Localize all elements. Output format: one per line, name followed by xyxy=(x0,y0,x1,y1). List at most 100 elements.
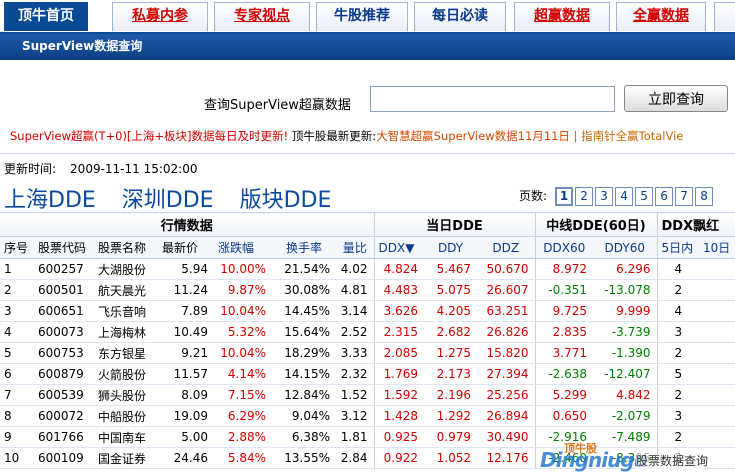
col-volume-ratio-cell: 1.81 xyxy=(336,426,375,448)
link-sector-dde[interactable]: 版块DDE xyxy=(239,188,332,213)
search-input[interactable] xyxy=(370,86,615,112)
col-turnover-cell: 21.54% xyxy=(272,258,336,280)
col-5day-header[interactable]: 5日内 xyxy=(656,236,700,259)
col-change-header[interactable]: 涨跌幅 xyxy=(214,236,272,259)
tab-daily-read[interactable]: 每日必读 xyxy=(414,2,506,31)
col-change-cell: 6.29% xyxy=(214,405,272,427)
table-group-header: 行情数据 当日DDE 中线DDE(60日) DDX飘红 xyxy=(0,212,735,237)
col-code-cell[interactable]: 601766 xyxy=(34,426,94,448)
col-ddx60-cell: 8.972 xyxy=(534,258,594,280)
col-name-cell[interactable]: 上海梅林 xyxy=(94,321,158,343)
page-6-button[interactable]: 6 xyxy=(655,187,674,206)
col-ddx60-cell: 3.771 xyxy=(534,342,594,364)
watermark-top: 顶牛股 xyxy=(564,442,597,455)
tab-home[interactable]: 顶牛首页 xyxy=(4,2,88,31)
col-name-cell[interactable]: 火箭股份 xyxy=(94,363,158,385)
table-row[interactable]: 8 600072 中船股份 19.09 6.29% 9.04% 3.12 1.428 1.292… xyxy=(0,405,735,427)
col-ddx60-cell: 9.725 xyxy=(534,300,594,322)
col-10day-cell xyxy=(699,258,735,280)
col-ddy-cell: 5.075 xyxy=(424,279,478,301)
col-name-cell[interactable]: 中船股份 xyxy=(94,405,158,427)
page-7-button[interactable]: 7 xyxy=(675,187,694,206)
col-ddx60-cell: 5.299 xyxy=(534,384,594,406)
table-row[interactable]: 2 600501 航天晨光 11.24 9.87% 30.08% 4.81 4.483 5.07… xyxy=(0,279,735,301)
col-ddy60-header[interactable]: DDY60 xyxy=(593,236,658,259)
col-name-cell[interactable]: 航天晨光 xyxy=(94,279,158,301)
page-5-button[interactable]: 5 xyxy=(635,187,654,206)
link-shenzhen-dde[interactable]: 深圳DDE xyxy=(121,188,214,213)
page-2-button[interactable]: 2 xyxy=(575,187,594,206)
table-row[interactable]: 9 601766 中国南车 5.00 2.88% 6.38% 1.81 0.925 0.979 3… xyxy=(0,426,735,448)
col-ddz-header[interactable]: DDZ xyxy=(477,236,536,259)
news-totalview-link[interactable]: | 指南针全赢TotalVie xyxy=(573,129,684,143)
col-change-cell: 10.00% xyxy=(214,258,272,280)
news-dzh-link[interactable]: 大智慧超赢SuperView数据11月11日 xyxy=(376,129,570,143)
col-change-cell: 5.84% xyxy=(214,447,272,469)
col-code-cell[interactable]: 600879 xyxy=(34,363,94,385)
tab-superview-data[interactable]: 超赢数据 xyxy=(514,2,610,31)
table-row[interactable]: 3 600651 飞乐音响 7.89 10.04% 14.45% 3.14 3.626 4.20… xyxy=(0,300,735,322)
col-price-header[interactable]: 最新价 xyxy=(158,236,214,259)
tab-totalview-data[interactable]: 全赢数据 xyxy=(616,2,706,31)
col-5day-cell: 2 xyxy=(656,384,700,406)
col-code-cell[interactable]: 600539 xyxy=(34,384,94,406)
page-8-button[interactable]: 8 xyxy=(695,187,714,206)
search-button[interactable]: 立即查询 xyxy=(624,85,728,112)
table-row[interactable]: 5 600753 东方银星 9.21 10.04% 18.29% 3.33 2.085 1.27… xyxy=(0,342,735,364)
col-ddx-cell: 1.428 xyxy=(373,405,425,427)
page-1-button[interactable]: 1 xyxy=(555,187,574,206)
col-name-cell[interactable]: 大湖股份 xyxy=(94,258,158,280)
col-index-cell: 7 xyxy=(0,384,34,406)
col-10day-cell xyxy=(699,363,735,385)
col-turnover-header[interactable]: 换手率 xyxy=(272,236,336,259)
col-code-cell[interactable]: 600651 xyxy=(34,300,94,322)
col-name-cell[interactable]: 狮头股份 xyxy=(94,384,158,406)
col-ddy60-cell: -13.078 xyxy=(593,279,658,301)
col-code-cell[interactable]: 600072 xyxy=(34,405,94,427)
col-name-cell[interactable]: 国金证券 xyxy=(94,447,158,469)
col-turnover-cell: 14.45% xyxy=(272,300,336,322)
col-turnover-cell: 18.29% xyxy=(272,342,336,364)
col-10day-header[interactable]: 10日 xyxy=(699,236,735,259)
col-code-cell[interactable]: 600753 xyxy=(34,342,94,364)
col-ddx-cell: 4.824 xyxy=(373,258,425,280)
table-row[interactable]: 4 600073 上海梅林 10.49 5.32% 15.64% 2.52 2.315 2.68… xyxy=(0,321,735,343)
col-5day-cell: 5 xyxy=(656,363,700,385)
col-volume-ratio-cell: 3.14 xyxy=(336,300,375,322)
divider xyxy=(0,153,735,154)
page-3-button[interactable]: 3 xyxy=(595,187,614,206)
col-index-cell: 3 xyxy=(0,300,34,322)
col-ddy-header[interactable]: DDY xyxy=(424,236,478,259)
search-label: 查询SuperView超赢数据 xyxy=(204,98,351,113)
col-name-cell[interactable]: 飞乐音响 xyxy=(94,300,158,322)
dde-table: 行情数据 当日DDE 中线DDE(60日) DDX飘红 序号 股票代码 股票名称 最新… xyxy=(0,212,735,469)
col-ddx60-header[interactable]: DDX60 xyxy=(534,236,594,259)
page-4-button[interactable]: 4 xyxy=(615,187,634,206)
col-name-cell[interactable]: 东方银星 xyxy=(94,342,158,364)
col-code-cell[interactable]: 600109 xyxy=(34,447,94,469)
col-ddy-cell: 4.205 xyxy=(424,300,478,322)
col-ddx-cell: 2.085 xyxy=(373,342,425,364)
tab-private-fund[interactable]: 私募内参 xyxy=(112,2,208,31)
tab-expert-view[interactable]: 专家视点 xyxy=(214,2,310,31)
col-name-cell[interactable]: 中国南车 xyxy=(94,426,158,448)
col-ddy60-cell: 9.999 xyxy=(593,300,658,322)
dde-market-links: 上海DDE 深圳DDE 版块DDE xyxy=(4,182,357,214)
tab-more[interactable] xyxy=(714,2,735,31)
col-code-cell[interactable]: 600501 xyxy=(34,279,94,301)
col-ddy60-cell: 6.296 xyxy=(593,258,658,280)
col-ddx-header[interactable]: DDX▼ xyxy=(373,236,425,259)
tab-stock-picks[interactable]: 牛股推荐 xyxy=(316,2,408,31)
col-change-cell: 7.15% xyxy=(214,384,272,406)
table-row[interactable]: 1 600257 大湖股份 5.94 10.00% 21.54% 4.02 4.824 5.46… xyxy=(0,258,735,280)
news-superview-link[interactable]: SuperView超赢(T+0)[上海+板块]数据每日及时更新! xyxy=(10,129,289,143)
col-code-cell[interactable]: 600257 xyxy=(34,258,94,280)
col-index-cell: 5 xyxy=(0,342,34,364)
col-volume-ratio-header[interactable]: 量比 xyxy=(336,236,375,259)
table-row[interactable]: 6 600879 火箭股份 11.57 4.14% 14.15% 2.32 1.769 2.17… xyxy=(0,363,735,385)
col-price-cell: 10.49 xyxy=(158,321,214,343)
col-code-cell[interactable]: 600073 xyxy=(34,321,94,343)
table-row[interactable]: 7 600539 狮头股份 8.09 7.15% 12.84% 1.52 1.592 2.196… xyxy=(0,384,735,406)
link-shanghai-dde[interactable]: 上海DDE xyxy=(4,188,96,213)
col-ddy-cell: 1.275 xyxy=(424,342,478,364)
